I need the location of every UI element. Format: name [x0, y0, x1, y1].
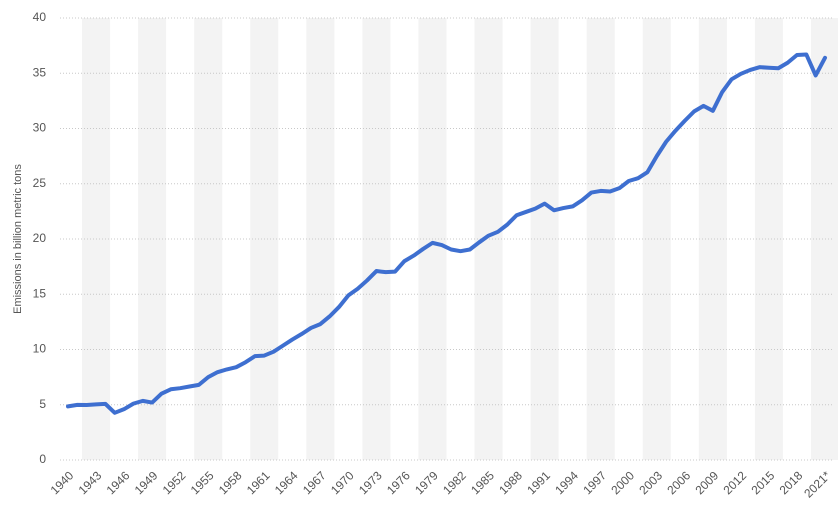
x-tick-label: 2009	[692, 468, 721, 497]
x-tick-label: 2006	[664, 468, 693, 497]
x-tick-label: 1979	[412, 468, 441, 497]
background-bands	[82, 18, 838, 460]
x-tick-label: 1943	[76, 468, 105, 497]
band	[362, 18, 391, 460]
band	[530, 18, 559, 460]
x-tick-label: 2018	[777, 468, 806, 497]
x-tick-label: 1997	[580, 468, 609, 497]
y-tick-label: 10	[33, 342, 47, 356]
x-tick-label: 1967	[300, 468, 329, 497]
y-tick-label: 30	[33, 121, 47, 135]
x-tick-label: 2000	[608, 468, 637, 497]
x-tick-label: 1994	[552, 468, 581, 497]
y-tick-label: 40	[33, 10, 47, 24]
x-tick-label: 2015	[749, 468, 778, 497]
x-tick-label: 1964	[272, 468, 301, 497]
x-tick-label: 1955	[188, 468, 217, 497]
x-tick-label: 1949	[132, 468, 161, 497]
y-axis-label: Emissions in billion metric tons	[12, 164, 24, 314]
y-tick-label: 0	[39, 452, 46, 466]
line	[66, 52, 827, 415]
band	[306, 18, 335, 460]
band	[810, 18, 838, 460]
band	[138, 18, 167, 460]
band	[474, 18, 503, 460]
x-tick-label: 1970	[328, 468, 357, 497]
y-tick-label: 15	[33, 286, 47, 300]
y-tick-label: 35	[33, 65, 47, 79]
band	[698, 18, 727, 460]
y-tick-label: 25	[33, 176, 47, 190]
y-tick-label: 5	[39, 397, 46, 411]
x-tick-label: 1991	[524, 468, 553, 497]
x-tick-label: 1940	[48, 468, 77, 497]
x-tick-label: 1958	[216, 468, 245, 497]
x-tick-label: 1988	[496, 468, 525, 497]
x-tick-label: 1973	[356, 468, 385, 497]
x-tick-label: 2021*	[801, 468, 833, 500]
x-tick-label: 2003	[636, 468, 665, 497]
x-tick-label: 1952	[160, 468, 189, 497]
y-tick-label: 20	[33, 231, 47, 245]
x-tick-label: 1961	[244, 468, 273, 497]
x-tick-label: 1985	[468, 468, 497, 497]
x-tick-label: 1976	[384, 468, 413, 497]
x-tick-label: 1946	[104, 468, 133, 497]
x-tick-label: 1982	[440, 468, 469, 497]
x-tick-label: 2012	[720, 468, 749, 497]
